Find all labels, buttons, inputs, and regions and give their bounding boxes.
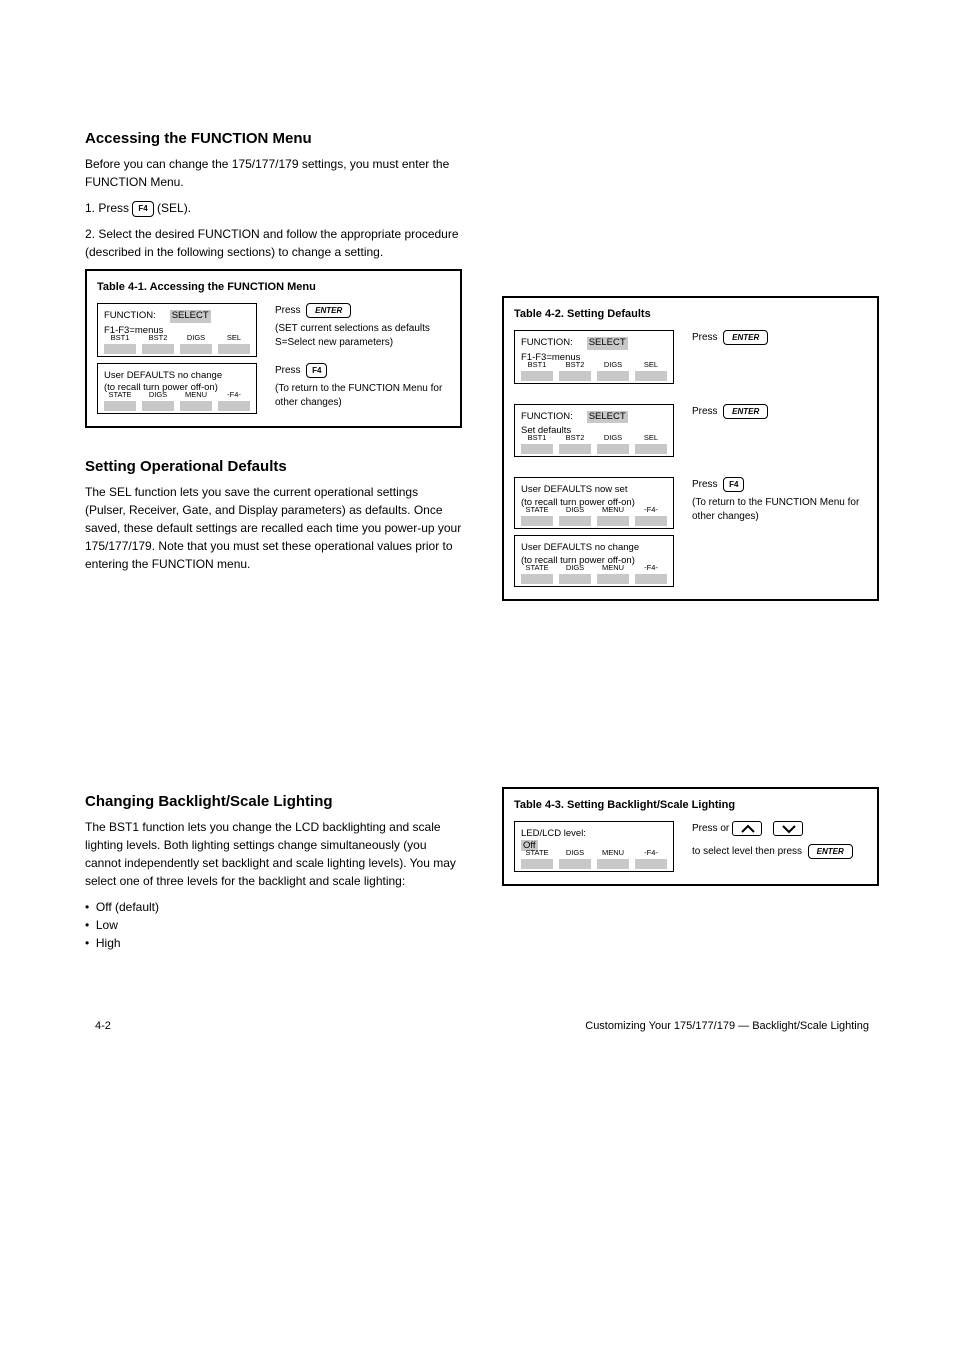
- heading-set-defaults: Setting Operational Defaults: [85, 458, 462, 475]
- heading-backlight: Changing Backlight/Scale Lighting: [85, 793, 462, 810]
- enter-key: ENTER: [306, 303, 351, 318]
- enter-key: ENTER: [723, 404, 768, 419]
- table-row: FUNCTION:SELECT F1-F3=menus BST1 BST2 DI…: [97, 303, 450, 357]
- f4-key: F4: [306, 363, 327, 378]
- lcd-display: FUNCTION:SELECT F1-F3=menus BST1 BST2 DI…: [514, 330, 674, 384]
- table-4-3-title: Table 4-3. Setting Backlight/Scale Light…: [514, 799, 867, 811]
- table-row: LED/LCD level: Off STATE DIGS MENU -F4-: [514, 821, 867, 873]
- up-arrow-key: [732, 821, 762, 836]
- table-4-2: Table 4-2. Setting Defaults FUNCTION:SEL…: [502, 296, 879, 601]
- table-row: User DEFAULTS no change (to recall turn …: [97, 363, 450, 415]
- access-p3: 2. Select the desired FUNCTION and follo…: [85, 225, 462, 261]
- table-4-2-title: Table 4-2. Setting Defaults: [514, 308, 867, 320]
- access-p2: 1. Press F4 (SEL).: [85, 199, 462, 217]
- enter-key: ENTER: [808, 844, 853, 859]
- lcd-display: LED/LCD level: Off STATE DIGS MENU -F4-: [514, 821, 674, 873]
- backlight-list: • Off (default) • Low • High: [85, 898, 462, 952]
- f4-key-inline: F4: [132, 201, 153, 217]
- page-number: 4-2: [95, 1020, 111, 1032]
- f4-key: F4: [723, 477, 744, 492]
- footer-title: Customizing Your 175/177/179 — Backlight…: [585, 1020, 869, 1032]
- lcd-display: User DEFAULTS now set (to recall turn po…: [514, 477, 674, 529]
- table-row: User DEFAULTS no change (to recall turn …: [514, 535, 867, 587]
- heading-access-function: Accessing the FUNCTION Menu: [85, 130, 462, 147]
- down-arrow-key: [773, 821, 803, 836]
- table-4-3: Table 4-3. Setting Backlight/Scale Light…: [502, 787, 879, 887]
- lcd-display: User DEFAULTS no change (to recall turn …: [97, 363, 257, 415]
- backlight-p1: The BST1 function lets you change the LC…: [85, 818, 462, 890]
- lcd-display: User DEFAULTS no change (to recall turn …: [514, 535, 674, 587]
- lcd-display: FUNCTION:SELECT Set defaults BST1 BST2 D…: [514, 404, 674, 458]
- page-footer: 4-2 Customizing Your 175/177/179 — Backl…: [85, 1020, 879, 1032]
- table-row: User DEFAULTS now set (to recall turn po…: [514, 477, 867, 529]
- set-defaults-p1: The SEL function lets you save the curre…: [85, 483, 462, 573]
- table-row: FUNCTION:SELECT Set defaults BST1 BST2 D…: [514, 404, 867, 458]
- table-4-1: Table 4-1. Accessing the FUNCTION Menu F…: [85, 269, 462, 428]
- access-p1: Before you can change the 175/177/179 se…: [85, 155, 462, 191]
- enter-key: ENTER: [723, 330, 768, 345]
- table-4-1-title: Table 4-1. Accessing the FUNCTION Menu: [97, 281, 450, 293]
- lcd-display: FUNCTION:SELECT F1-F3=menus BST1 BST2 DI…: [97, 303, 257, 357]
- table-row: FUNCTION:SELECT F1-F3=menus BST1 BST2 DI…: [514, 330, 867, 384]
